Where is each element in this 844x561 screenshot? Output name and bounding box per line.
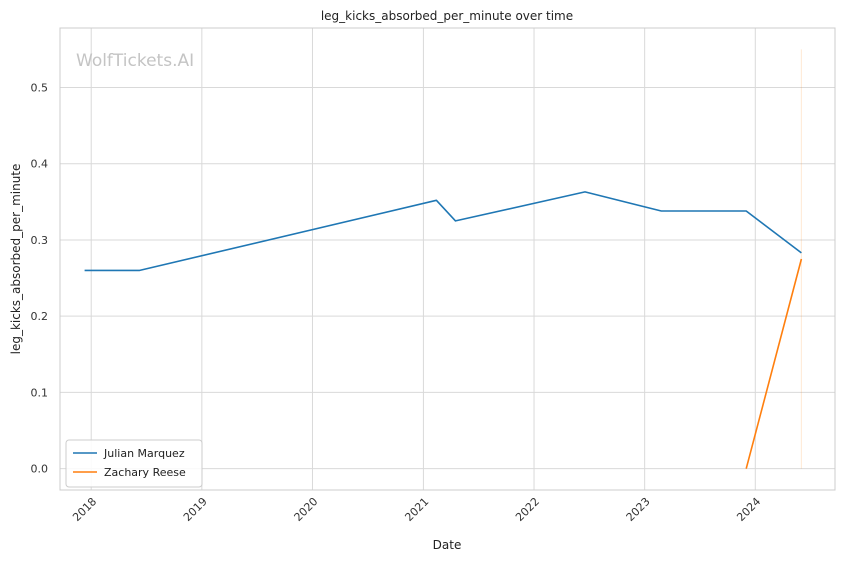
- watermark: WolfTickets.AI: [76, 51, 194, 71]
- legend-label: Julian Marquez: [103, 447, 185, 460]
- series-line-zachary-reese: [745, 258, 803, 469]
- series-line-julian-marquez: [84, 191, 802, 272]
- legend-box: [65, 439, 203, 488]
- legend: Julian Marquez Zachary Reese: [65, 439, 203, 488]
- y-tick-labels: 0.0 0.1 0.2 0.3 0.4 0.5: [31, 81, 49, 475]
- y-tick-label: 0.5: [31, 81, 49, 94]
- y-tick-label: 0.3: [31, 234, 49, 247]
- series-layer: [84, 49, 803, 469]
- x-axis-label: Date: [433, 538, 462, 552]
- y-tick-label: 0.1: [31, 386, 49, 399]
- legend-label: Zachary Reese: [104, 466, 186, 479]
- y-axis-label: leg_kicks_absorbed_per_minute: [9, 164, 23, 355]
- y-tick-label: 0.0: [31, 463, 49, 476]
- chart-title: leg_kicks_absorbed_per_minute over time: [321, 9, 573, 23]
- y-tick-label: 0.4: [31, 158, 49, 171]
- y-tick-label: 0.2: [31, 310, 49, 323]
- plot-frame: [59, 27, 836, 491]
